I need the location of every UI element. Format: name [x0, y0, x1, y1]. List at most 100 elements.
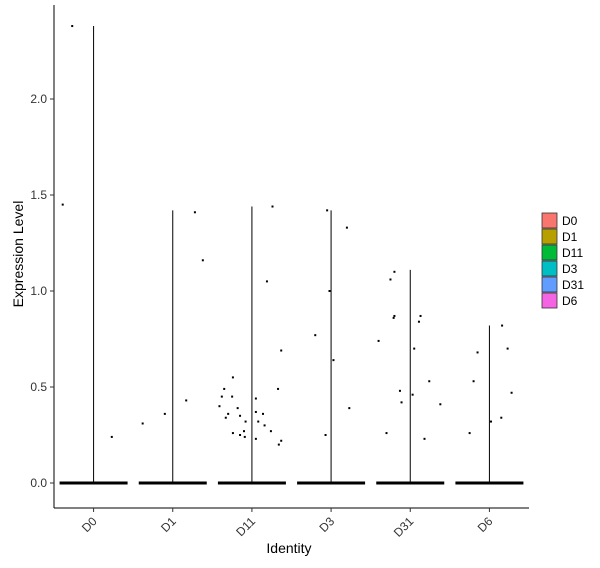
data-point	[500, 416, 503, 419]
data-point	[243, 430, 245, 433]
data-point	[193, 211, 196, 214]
y-tick-label: 2.0	[30, 92, 47, 106]
y-axis: 0.0 0.5 1.0 1.5 2.0	[30, 5, 55, 508]
data-point	[400, 401, 403, 404]
data-point	[218, 405, 221, 408]
data-point	[271, 205, 274, 208]
data-point	[265, 280, 268, 283]
data-point	[201, 259, 204, 262]
data-point	[428, 380, 431, 383]
legend-swatch	[541, 260, 558, 277]
data-point	[419, 314, 422, 317]
data-point	[223, 387, 226, 390]
legend-label: D1	[562, 230, 578, 244]
data-point	[277, 387, 280, 390]
x-tick-label: D3	[316, 514, 337, 535]
data-point	[332, 359, 335, 362]
data-point	[231, 395, 234, 398]
legend-swatch	[541, 244, 558, 261]
data-point	[398, 389, 401, 392]
x-tick-label: D31	[391, 514, 417, 540]
data-point	[277, 443, 280, 446]
x-tick-label: D6	[475, 514, 496, 535]
data-point	[254, 397, 257, 400]
data-point	[254, 410, 257, 413]
data-point	[224, 416, 227, 419]
data-point	[262, 412, 264, 415]
y-tick-label: 1.5	[30, 188, 47, 202]
data-point	[506, 347, 509, 350]
legend-swatch	[541, 228, 558, 245]
data-point	[385, 432, 388, 435]
data-point	[411, 393, 414, 396]
data-point	[231, 376, 234, 379]
violin-d0	[59, 25, 128, 485]
legend-swatch	[541, 292, 558, 309]
y-tick-label: 0.0	[30, 476, 47, 490]
data-point	[141, 422, 144, 425]
legend-label: D31	[562, 278, 584, 292]
zero-points-band	[297, 481, 366, 485]
legend-swatch	[541, 276, 558, 293]
data-point	[423, 437, 426, 440]
data-point	[280, 439, 283, 442]
x-axis: D0 D1 D11 D3 D31 D6	[54, 507, 529, 540]
data-point	[244, 420, 247, 423]
zero-points-band	[59, 481, 128, 485]
data-point	[110, 435, 113, 438]
data-point	[348, 407, 351, 410]
data-point	[476, 351, 479, 354]
data-point	[345, 226, 348, 229]
data-point	[326, 209, 329, 212]
x-tick-label: D11	[233, 514, 258, 539]
zero-points-band	[138, 481, 207, 485]
data-point	[236, 407, 239, 410]
legend-label: D3	[562, 262, 578, 276]
data-point	[185, 399, 188, 402]
data-point	[392, 316, 395, 319]
data-point	[263, 424, 266, 427]
data-point	[439, 403, 442, 406]
violin-d1	[138, 210, 207, 485]
violin-d3	[297, 209, 366, 485]
violin-d11	[217, 205, 286, 485]
data-point	[377, 339, 380, 342]
data-point	[61, 203, 64, 206]
data-point	[393, 314, 396, 317]
data-point	[269, 430, 272, 433]
data-point	[324, 434, 327, 436]
zero-points-band	[455, 481, 524, 485]
data-point	[328, 290, 331, 292]
legend: D0 D1 D11 D3 D31 D6	[541, 212, 584, 309]
data-point	[220, 395, 223, 398]
data-point	[490, 420, 492, 423]
x-axis-title: Identity	[266, 540, 311, 556]
data-point	[472, 380, 475, 383]
data-point	[231, 432, 234, 435]
data-point	[314, 334, 317, 337]
data-point	[227, 412, 230, 415]
y-tick-label: 1.0	[30, 284, 47, 298]
zero-points-band	[376, 481, 445, 485]
data-point	[468, 432, 471, 435]
data-point	[163, 412, 166, 415]
data-point	[510, 391, 513, 394]
data-point	[239, 434, 242, 436]
violin-d31	[376, 269, 445, 485]
zero-points-band	[217, 481, 286, 485]
y-axis-title: Expression Level	[10, 201, 26, 308]
data-point	[254, 437, 257, 440]
x-tick-label: D0	[79, 514, 100, 535]
legend-label: D0	[562, 214, 578, 228]
data-point	[417, 320, 420, 323]
data-point	[71, 25, 74, 28]
data-point	[243, 435, 246, 438]
data-point	[280, 349, 283, 352]
legend-swatch	[541, 212, 558, 229]
x-tick-label: D1	[158, 514, 179, 535]
legend-label: D11	[562, 246, 583, 260]
data-point	[393, 270, 396, 273]
data-point	[257, 420, 260, 423]
data-point	[389, 278, 392, 281]
